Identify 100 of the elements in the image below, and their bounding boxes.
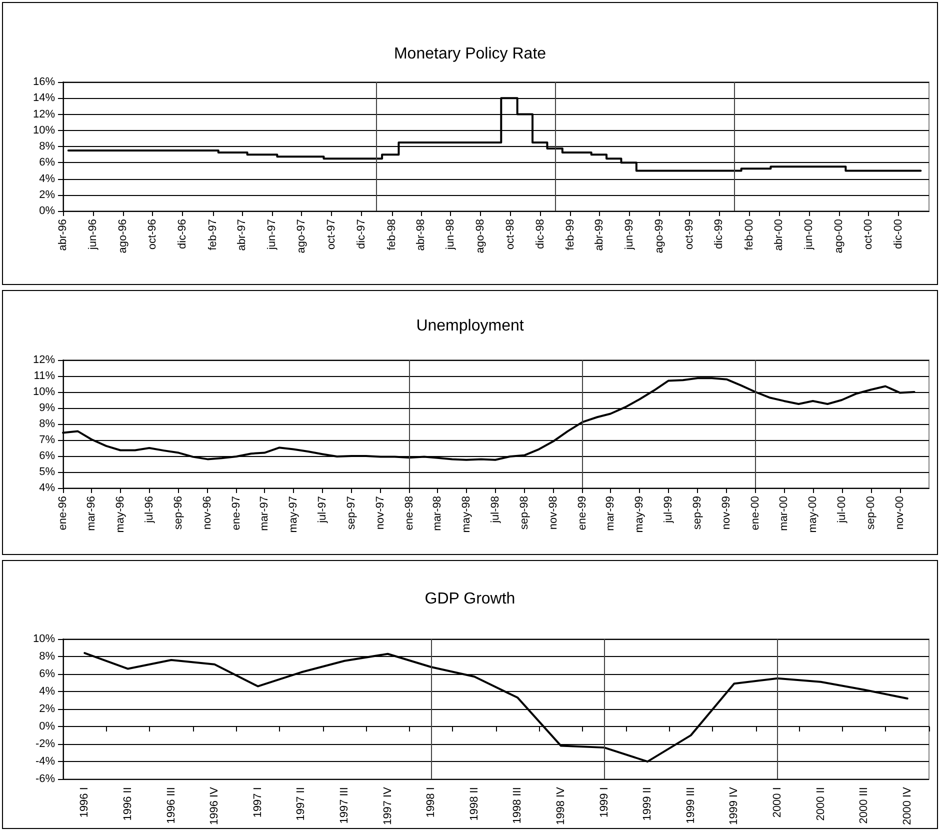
x-tick-label: jul-99: [662, 496, 674, 524]
x-tick-label: jun-97: [266, 219, 278, 251]
x-tick-label: 1998 I: [425, 787, 438, 818]
y-tick-label: 8%: [39, 418, 56, 430]
y-tick-label: 12%: [32, 354, 56, 366]
y-tick-label: 0%: [39, 205, 56, 217]
y-tick-label: 9%: [39, 402, 56, 414]
x-tick-label: ago-96: [116, 219, 129, 254]
x-tick-label: ago-98: [474, 219, 487, 254]
x-tick-label: 1998 IV: [554, 786, 567, 825]
x-tick-label: mar-96: [85, 496, 98, 531]
y-tick-label: 2%: [39, 703, 56, 716]
y-tick-label: 4%: [39, 686, 56, 698]
x-tick-label: 1997 IV: [382, 786, 394, 825]
x-tick-label: may-98: [460, 496, 472, 533]
y-tick-label: -2%: [35, 738, 56, 750]
x-tick-label: may-96: [114, 496, 126, 533]
y-tick-label: -6%: [35, 773, 56, 786]
y-tick-label: 12%: [32, 108, 56, 120]
x-tick-label: 1996 III: [165, 787, 178, 824]
x-tick-label: jul-97: [316, 496, 328, 524]
x-tick-label: mar-99: [604, 496, 616, 531]
y-tick-label: 0%: [39, 720, 56, 733]
x-tick-label: 2000 II: [814, 787, 827, 821]
x-tick-label: ago-97: [296, 219, 308, 254]
y-tick-label: 14%: [32, 92, 56, 104]
y-tick-label: 5%: [39, 466, 56, 478]
x-tick-label: jul-98: [489, 496, 502, 524]
x-tick-label: dic-00: [892, 219, 905, 249]
x-tick-label: dic-96: [176, 219, 189, 249]
y-tick-label: 10%: [32, 124, 56, 136]
x-tick-label: may-97: [287, 496, 300, 533]
y-tick-label: 4%: [39, 482, 56, 494]
x-tick-label: 1996 IV: [208, 786, 221, 825]
x-tick-label: mar-97: [258, 496, 270, 531]
x-tick-label: oct-00: [862, 219, 875, 250]
x-tick-label: abr-00: [773, 219, 786, 251]
x-tick-label: sep-99: [692, 496, 704, 530]
x-tick-label: mar-98: [431, 496, 444, 531]
x-tick-label: jun-00: [802, 219, 815, 251]
y-tick-label: 4%: [39, 172, 56, 185]
chart-title: Unemployment: [416, 318, 524, 334]
x-tick-label: ene-96: [57, 496, 69, 530]
x-tick-label: may-99: [633, 496, 646, 533]
y-tick-label: 2%: [39, 188, 56, 201]
y-tick-label: 10%: [32, 633, 56, 645]
y-tick-label: 11%: [34, 370, 56, 382]
x-tick-label: 1997 I: [252, 787, 264, 818]
y-tick-label: 6%: [39, 668, 56, 680]
x-tick-label: 1998 II: [468, 787, 480, 821]
x-tick-label: 1999 III: [684, 787, 697, 824]
x-tick-label: 1997 II: [295, 787, 308, 821]
x-tick-label: nov-96: [202, 496, 214, 530]
x-tick-label: nov-98: [548, 496, 560, 530]
x-tick-label: oct-96: [146, 219, 159, 250]
x-tick-label: may-00: [806, 496, 819, 533]
chart-title: GDP Growth: [424, 590, 516, 608]
x-tick-label: jun-96: [86, 219, 99, 251]
x-tick-label: feb-99: [564, 219, 577, 250]
x-tick-label: 1999 II: [642, 787, 654, 821]
x-tick-label: sep-96: [172, 496, 185, 530]
y-tick-label: 6%: [39, 156, 56, 169]
x-tick-label: abr-99: [594, 219, 606, 251]
x-tick-label: ene-97: [230, 496, 242, 530]
x-tick-label: sep-00: [865, 496, 878, 530]
x-tick-label: abr-98: [414, 219, 427, 251]
x-tick-label: dic-99: [713, 219, 726, 249]
x-tick-label: ago-99: [653, 219, 666, 254]
x-tick-label: jun-98: [444, 219, 457, 251]
x-tick-label: jun-99: [624, 219, 636, 251]
x-tick-label: ago-00: [832, 219, 845, 254]
x-tick-label: ene-98: [403, 496, 416, 530]
x-tick-label: nov-00: [894, 496, 906, 530]
x-tick-label: 1997 III: [338, 787, 350, 824]
y-tick-label: 16%: [32, 76, 56, 88]
y-tick-label: 7%: [39, 434, 56, 446]
chart-title: Monetary Policy Rate: [394, 46, 546, 62]
x-tick-label: 1996 I: [78, 787, 91, 818]
x-tick-label: dic-98: [534, 219, 546, 249]
x-tick-label: oct-97: [326, 219, 338, 250]
x-tick-label: abr-96: [57, 219, 69, 251]
x-tick-label: dic-97: [355, 219, 368, 249]
x-tick-label: nov-99: [720, 496, 733, 530]
x-tick-label: 1996 II: [122, 787, 134, 821]
x-tick-label: 2000 III: [858, 787, 870, 824]
x-tick-label: feb-00: [744, 219, 756, 250]
x-tick-label: oct-99: [683, 219, 696, 250]
y-tick-label: 6%: [39, 450, 56, 462]
x-tick-label: nov-97: [374, 496, 387, 530]
y-tick-label: 8%: [39, 650, 56, 663]
x-tick-label: mar-00: [778, 496, 790, 531]
y-tick-label: 8%: [39, 140, 56, 152]
y-tick-label: -4%: [35, 756, 56, 768]
x-tick-label: ene-00: [750, 496, 762, 530]
x-tick-label: 1998 III: [512, 787, 524, 824]
x-tick-label: 2000 I: [771, 787, 784, 818]
x-tick-label: 1999 I: [598, 787, 610, 818]
y-tick-label: 10%: [32, 386, 56, 398]
x-tick-label: ene-99: [576, 496, 589, 530]
x-tick-label: 1999 IV: [728, 786, 740, 825]
